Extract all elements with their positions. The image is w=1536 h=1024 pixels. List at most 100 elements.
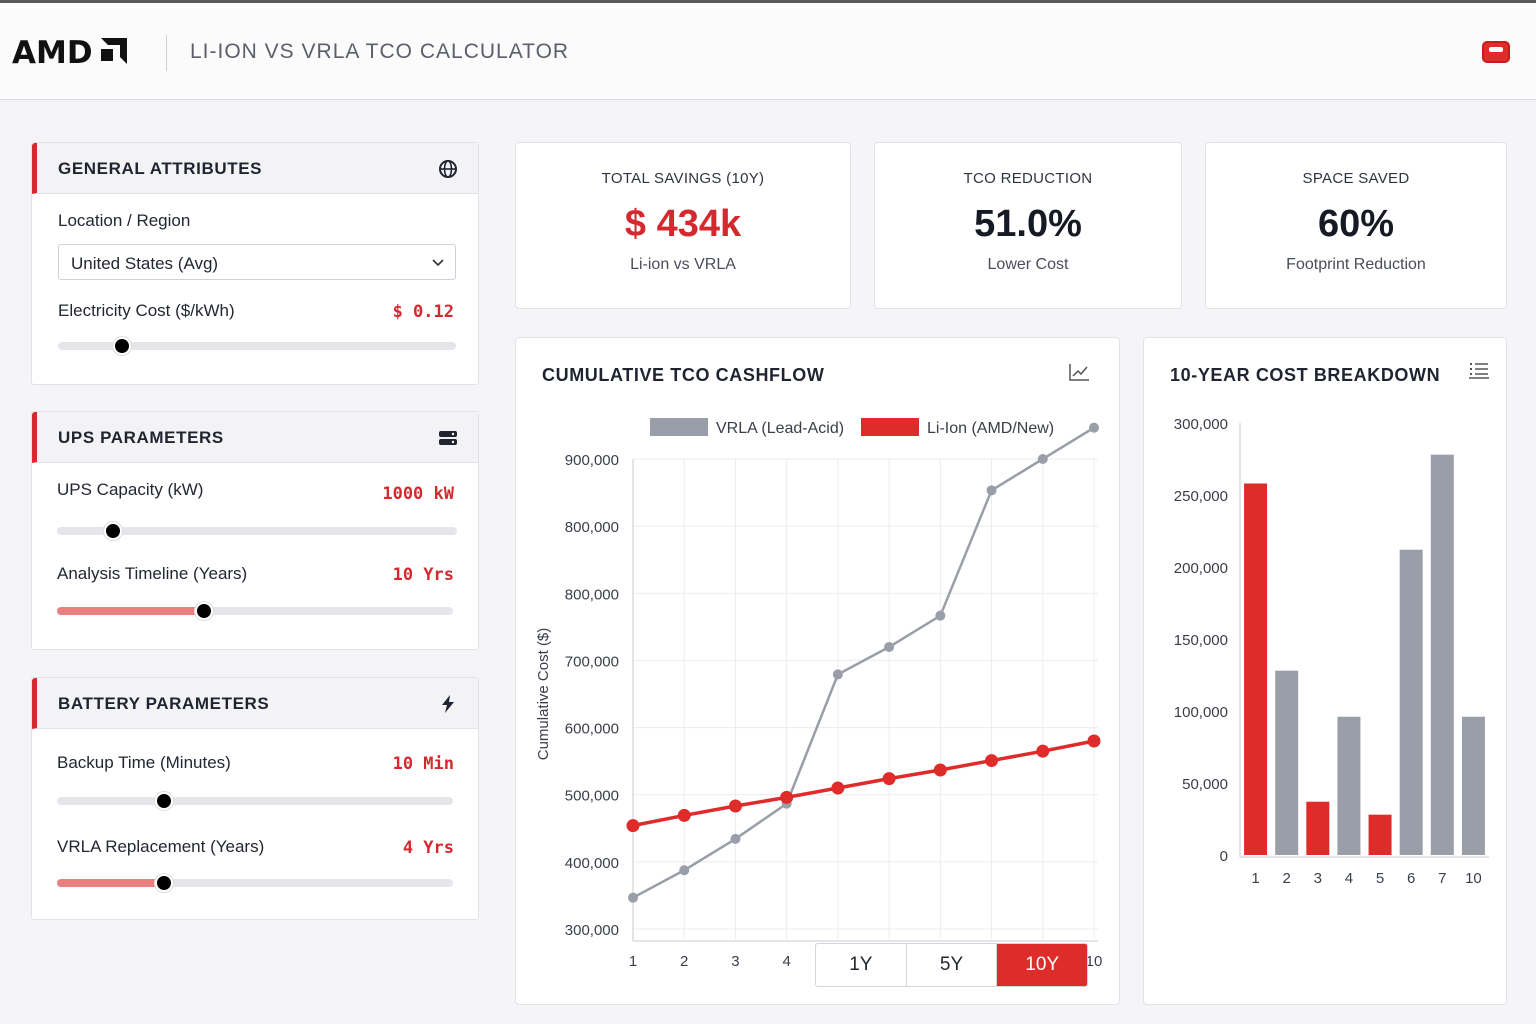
panel-title: BATTERY PARAMETERS (58, 694, 270, 713)
x-tick-label: 2 (680, 953, 688, 968)
y-tick-label: 800,000 (565, 519, 619, 536)
data-point (935, 610, 946, 621)
vrla-replacement-slider[interactable] (57, 874, 453, 892)
data-point (679, 865, 690, 876)
bar (1337, 716, 1361, 855)
lightning-icon (442, 695, 454, 713)
electricity-cost-slider[interactable] (58, 337, 456, 355)
cost-breakdown-bar-chart: 0 50,000 100,000 150,000 200,000 250,000 300,0… (1174, 416, 1489, 887)
legend-swatch (650, 418, 708, 436)
y-tick-label: 50,000 (1182, 776, 1228, 793)
ups-capacity-slider[interactable] (57, 522, 457, 540)
x-tick-label: 3 (1314, 870, 1322, 887)
data-point (677, 808, 691, 822)
slider-fill (57, 879, 164, 887)
top-border (0, 0, 1536, 3)
y-tick-label: 100,000 (1174, 704, 1228, 721)
slider-thumb[interactable] (194, 602, 213, 620)
kpi-subtitle: Lower Cost (987, 256, 1069, 273)
y-tick-label: 200,000 (1174, 560, 1228, 577)
page-title: LI-ION VS VRLA TCO CALCULATOR (190, 40, 570, 63)
data-point (831, 781, 845, 795)
bar (1430, 454, 1454, 855)
server-icon (439, 431, 457, 445)
header-action-button[interactable] (1482, 41, 1510, 63)
slider-thumb[interactable] (154, 874, 173, 892)
kpi-value: $ 434k (624, 203, 742, 245)
legend-label: VRLA (Lead-Acid) (716, 420, 844, 437)
header-divider (166, 35, 167, 71)
location-label: Location / Region (58, 211, 191, 230)
legend-label: Li-Ion (AMD/New) (927, 420, 1054, 437)
data-point (1087, 734, 1101, 748)
panel-title: GENERAL ATTRIBUTES (58, 159, 263, 178)
logo-text: AMD (12, 35, 93, 71)
bar (1306, 801, 1330, 855)
slider-thumb[interactable] (112, 337, 131, 355)
data-point (730, 833, 741, 844)
y-axis-label: Cumulative Cost ($) (535, 628, 552, 761)
x-tick-label: 3 (731, 953, 739, 968)
kpi-label: TCO REDUCTION (963, 170, 1093, 187)
app-header: AMD LI-ION VS VRLA TCO CALCULATOR (0, 3, 1536, 100)
panel-header: GENERAL ATTRIBUTES (32, 143, 478, 194)
slider-thumb[interactable] (104, 522, 122, 540)
location-select[interactable]: United States (Avg) (58, 244, 456, 280)
data-point (780, 790, 794, 804)
x-tick-label: 4 (782, 953, 790, 968)
slider-thumb[interactable] (154, 792, 173, 810)
panel-header: UPS PARAMETERS (32, 412, 478, 463)
x-tick-label: 2 (1283, 870, 1291, 887)
data-point (884, 642, 895, 652)
y-tick-label: 300,000 (565, 922, 619, 939)
slider-fill (57, 607, 204, 615)
x-tick-label: 10 (1086, 953, 1103, 968)
line-chart-icon[interactable] (1068, 362, 1090, 382)
y-tick-label: 500,000 (565, 788, 619, 805)
range-5y-button[interactable]: 5Y (907, 944, 998, 986)
amd-logo: AMD (12, 35, 127, 71)
x-tick-label: 1 (1251, 870, 1259, 887)
chart-title: 10-YEAR COST BREAKDOWN (1170, 365, 1441, 385)
x-tick-label: 10 (1465, 870, 1482, 887)
kpi-label: TOTAL SAVINGS (10Y) (601, 170, 765, 187)
analysis-timeline-value: 10 Yrs (392, 565, 454, 585)
backup-time-slider[interactable] (57, 792, 453, 810)
series-line (632, 739, 1095, 828)
kpi-subtitle: Footprint Reduction (1286, 256, 1426, 273)
panel-header: BATTERY PARAMETERS (32, 678, 478, 729)
kpi-card-total-savings: TOTAL SAVINGS (10Y) $ 434k Li-ion vs VRL… (515, 142, 851, 309)
vrla-replacement-label: VRLA Replacement (Years) (57, 837, 265, 856)
y-tick-label: 600,000 (565, 721, 619, 738)
data-point (1089, 422, 1099, 433)
kpi-label: SPACE SAVED (1302, 170, 1410, 187)
x-tick-label: 7 (1438, 870, 1446, 887)
x-tick-label: 5 (1376, 870, 1384, 887)
kpi-card-tco-reduction: TCO REDUCTION 51.0% Lower Cost (874, 142, 1182, 309)
electricity-cost-label: Electricity Cost ($/kWh) (58, 301, 235, 320)
kpi-card-space-saved: SPACE SAVED 60% Footprint Reduction (1205, 142, 1507, 309)
list-icon[interactable] (1468, 360, 1490, 380)
amd-arrow-icon (100, 38, 127, 64)
bar (1399, 549, 1423, 855)
data-point (933, 763, 947, 777)
analysis-timeline-slider[interactable] (57, 602, 453, 620)
electricity-cost-value: $ 0.12 (392, 302, 454, 322)
y-tick-label: 700,000 (565, 653, 619, 670)
series-line (632, 426, 1095, 899)
chart-title: CUMULATIVE TCO CASHFLOW (542, 365, 825, 385)
data-point (1037, 454, 1048, 464)
data-point (728, 799, 742, 813)
chevron-down-icon (432, 259, 444, 267)
range-10y-button[interactable]: 10Y (997, 944, 1087, 986)
y-tick-label: 0 (1220, 848, 1228, 865)
y-tick-label: 300,000 (1174, 416, 1228, 433)
range-1y-button[interactable]: 1Y (816, 944, 907, 986)
kpi-value: 51.0% (974, 203, 1082, 245)
panel-title: UPS PARAMETERS (58, 428, 224, 447)
time-range-selector[interactable]: 1Y 5Y 10Y (815, 943, 1088, 987)
data-point (986, 485, 997, 496)
bar (1461, 716, 1485, 855)
cashflow-chart-card: CUMULATIVE TCO CASHFLOW 900,000 800,000 80… (515, 337, 1120, 1005)
x-tick-label: 6 (1407, 870, 1415, 887)
